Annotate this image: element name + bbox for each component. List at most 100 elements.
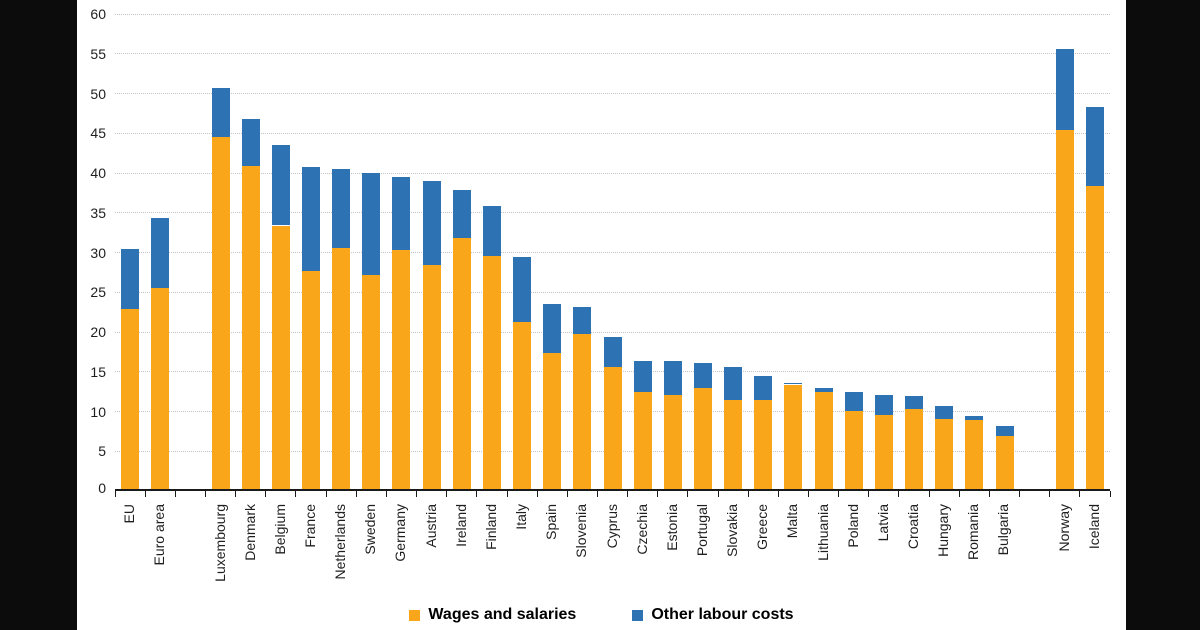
y-axis-tick-label: 25 — [90, 284, 106, 301]
bar-segment-other-germany — [392, 177, 411, 251]
axis-tick — [657, 491, 659, 497]
bar-segment-wages-eu — [121, 308, 140, 491]
axis-tick — [205, 491, 206, 497]
bar-segment-wages-portugal — [694, 388, 712, 491]
bar-segment-other-italy — [513, 257, 531, 322]
x-axis-label-germany: Germany — [392, 504, 409, 562]
axis-tick — [958, 491, 960, 497]
gridline — [115, 172, 1110, 174]
axis-tick — [385, 491, 387, 497]
bar-segment-other-slovenia — [573, 307, 592, 334]
axis-tick — [536, 491, 538, 497]
y-axis-tick-label: 30 — [90, 244, 106, 261]
bar-segment-other-estonia — [663, 361, 682, 395]
bar-segment-other-lithuania — [814, 387, 833, 393]
x-axis-label-norway: Norway — [1055, 504, 1072, 552]
x-axis-label-slovakia: Slovakia — [724, 504, 741, 557]
bar-segment-other-finland — [482, 205, 501, 256]
y-axis-tick-label: 0 — [98, 480, 106, 496]
bar-segment-other-denmark — [241, 118, 260, 166]
gridline — [115, 53, 1110, 55]
bar-segment-other-hungary — [935, 405, 954, 419]
bar-segment-other-ireland — [452, 189, 471, 239]
bar-segment-wages-greece — [754, 400, 773, 491]
axis-tick — [717, 491, 719, 497]
x-axis-label-bulgaria: Bulgaria — [995, 504, 1012, 556]
axis-tick — [174, 491, 176, 497]
x-axis-label-netherlands: Netherlands — [332, 504, 349, 580]
bar-segment-wages-belgium — [271, 225, 290, 491]
axis-tick — [747, 491, 749, 497]
bar-segment-wages-sweden — [362, 274, 381, 491]
bar-segment-other-croatia — [905, 396, 923, 410]
x-axis-label-ireland: Ireland — [452, 504, 469, 547]
gridline — [115, 132, 1110, 134]
y-axis-tick-label: 40 — [90, 165, 106, 181]
bar-segment-other-greece — [754, 375, 773, 401]
legend-label-other: Other labour costs — [651, 606, 794, 623]
bar-segment-wages-romania — [965, 420, 984, 491]
axis-tick — [1019, 491, 1020, 497]
axis-tick — [1079, 491, 1081, 497]
axis-tick — [777, 491, 779, 497]
x-axis-label-denmark: Denmark — [241, 504, 258, 561]
bar-segment-other-cyprus — [603, 336, 622, 367]
bar-segment-other-portugal — [694, 363, 712, 389]
bar-segment-other-euro-area — [151, 218, 170, 289]
x-axis-label-euro-area: Euro area — [151, 504, 168, 566]
gridline — [115, 331, 1110, 333]
x-axis-label-romania: Romania — [965, 504, 982, 561]
bar-segment-other-austria — [422, 181, 441, 266]
y-axis-tick-label: 60 — [90, 6, 106, 22]
y-axis-tick-label: 20 — [90, 324, 106, 340]
bar-segment-wages-croatia — [905, 409, 923, 491]
bar-segment-other-latvia — [874, 394, 893, 415]
x-axis-label-iceland: Iceland — [1085, 504, 1102, 550]
bar-segment-wages-bulgaria — [995, 436, 1014, 491]
bar-segment-wages-lithuania — [814, 392, 833, 491]
y-axis-tick-label: 50 — [90, 85, 106, 102]
bar-segment-wages-iceland — [1085, 185, 1104, 491]
x-axis-label-portugal: Portugal — [693, 504, 710, 557]
axis-tick — [808, 491, 809, 497]
legend-item-wages: Wages and salaries — [409, 605, 576, 625]
axis-tick — [144, 491, 146, 497]
axis-tick — [596, 491, 598, 497]
axis-tick — [868, 491, 870, 497]
axis-tick — [235, 491, 237, 497]
bar-segment-other-czechia — [633, 360, 652, 393]
x-axis-label-sweden: Sweden — [362, 504, 379, 555]
y-axis-tick-label: 45 — [90, 125, 106, 142]
axis-tick — [476, 491, 478, 497]
gridline — [115, 13, 1110, 15]
gridline — [115, 212, 1110, 214]
axis-tick — [114, 491, 116, 497]
axis-tick — [928, 491, 930, 497]
gridline — [115, 93, 1110, 94]
axis-tick — [446, 491, 448, 497]
x-axis-label-estonia: Estonia — [663, 504, 680, 551]
axis-tick — [988, 491, 990, 497]
axis-tick — [1109, 491, 1111, 497]
bar-segment-other-belgium — [271, 145, 290, 226]
x-axis-label-hungary: Hungary — [935, 504, 952, 557]
axis-tick — [355, 491, 357, 497]
bar-segment-wages-malta — [784, 384, 803, 491]
bar-segment-wages-austria — [422, 265, 441, 491]
x-axis-label-france: France — [301, 504, 318, 548]
axis-tick — [295, 491, 297, 497]
x-axis-line — [115, 489, 1110, 491]
bar-segment-other-slovakia — [724, 367, 743, 401]
gridline — [115, 252, 1110, 253]
bar-segment-other-netherlands — [332, 169, 351, 248]
bar-segment-other-iceland — [1085, 107, 1104, 186]
bar-segment-other-bulgaria — [995, 425, 1014, 437]
x-axis-label-lithuania: Lithuania — [814, 504, 831, 561]
bar-segment-wages-slovenia — [573, 333, 592, 491]
x-axis-label-austria: Austria — [422, 504, 439, 548]
bar-segment-other-poland — [844, 391, 863, 411]
axis-tick — [566, 491, 568, 497]
x-axis-label-italy: Italy — [513, 504, 530, 530]
gridline — [115, 291, 1110, 293]
